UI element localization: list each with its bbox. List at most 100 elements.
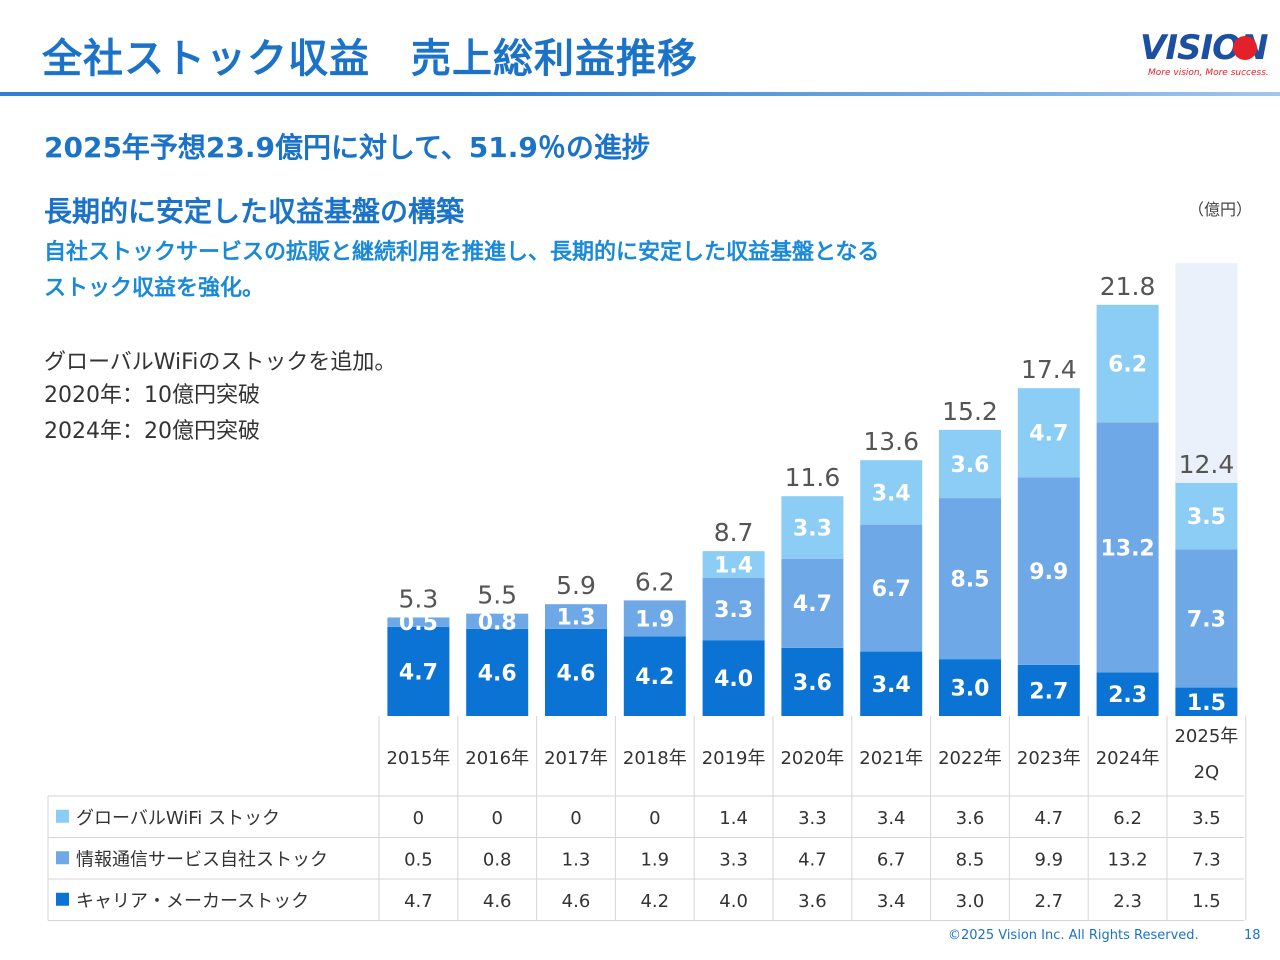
- table-header-cell: 2018年: [623, 748, 687, 769]
- data-label: 3.5: [1187, 505, 1226, 530]
- data-label: 13.2: [1100, 536, 1154, 561]
- table-header-cell: 2023年: [1017, 748, 1081, 769]
- subheading: 長期的に安定した収益基盤の構築: [44, 195, 465, 228]
- bar-segment: [623, 600, 686, 637]
- data-label: 3.6: [951, 453, 990, 478]
- table-cell: 0: [413, 808, 424, 829]
- table-cell: 1.4: [719, 808, 748, 829]
- table-cell: 0.5: [404, 849, 433, 870]
- table-cell: 4.7: [404, 891, 433, 912]
- table-cell: 6.2: [1113, 808, 1142, 829]
- copyright: ©2025 Vision Inc. All Rights Reserved.: [948, 928, 1199, 943]
- data-label: 6.2: [1108, 353, 1147, 378]
- data-label: 1.9: [635, 607, 674, 632]
- table-cell: 0: [491, 808, 502, 829]
- bar-segment: [939, 429, 1001, 499]
- data-label: 9.9: [1029, 560, 1068, 585]
- table-cell: 3.5: [1192, 808, 1221, 829]
- data-label: 4.7: [399, 660, 438, 685]
- bar-segment: [387, 626, 450, 716]
- table-header-cell: 2022年: [938, 748, 1002, 769]
- table-cell: 9.9: [1034, 849, 1063, 870]
- headline: 2025年予想23.9億円に対して、51.9％の進捗: [44, 131, 650, 164]
- bar-segment: [781, 647, 844, 716]
- table-header-cell: 2019年: [702, 748, 766, 769]
- data-label: 1.5: [1187, 691, 1226, 716]
- total-label: 12.4: [1179, 450, 1235, 479]
- data-label: 3.3: [793, 516, 832, 541]
- table-cell: 13.2: [1108, 849, 1148, 870]
- table-header-cell: 2016年: [465, 748, 529, 769]
- table-cell: 2.7: [1034, 891, 1063, 912]
- total-label: 8.7: [714, 518, 754, 547]
- vision-logo: VISION More vision, More success.: [1140, 28, 1270, 78]
- total-label: 15.2: [942, 397, 998, 426]
- data-label: 4.6: [557, 661, 596, 686]
- table-cell: 6.7: [877, 849, 906, 870]
- bar-segment: [1096, 422, 1159, 673]
- bar-segment: [1017, 388, 1080, 478]
- data-label: 8.5: [951, 568, 990, 593]
- table-cell: 1.9: [640, 849, 669, 870]
- bar-segment: [466, 613, 529, 629]
- bar-segment: [545, 604, 607, 629]
- total-label: 5.9: [556, 571, 596, 600]
- table-cell: 0: [570, 808, 581, 829]
- table-cell: 3.4: [877, 891, 906, 912]
- data-label: 1.4: [714, 553, 753, 578]
- bar-segment: [1017, 664, 1080, 716]
- data-label: 4.7: [1029, 422, 1068, 447]
- table-cell: 3.4: [877, 808, 906, 829]
- page-title: 全社ストック収益 売上総利益推移: [42, 36, 698, 82]
- total-label: 17.4: [1021, 355, 1077, 384]
- legend-swatch: [56, 851, 69, 865]
- table-cell: 8.5: [956, 849, 985, 870]
- data-label: 4.2: [635, 665, 674, 690]
- bar-segment: [387, 617, 450, 627]
- total-label: 21.8: [1100, 272, 1156, 301]
- data-label: 3.3: [714, 598, 753, 623]
- data-label: 0.5: [399, 611, 438, 636]
- bar-segment: [860, 524, 923, 652]
- legend-swatch: [56, 809, 69, 823]
- data-label: 3.4: [872, 481, 911, 506]
- bar-segment: [702, 551, 765, 578]
- bar-segment: [1175, 687, 1238, 716]
- table-header-cell: 2025年: [1174, 726, 1238, 747]
- note-line-1: グローバルWiFiのストックを追加。: [44, 350, 397, 375]
- total-label: 5.3: [399, 584, 439, 613]
- bar-segment: [939, 498, 1001, 660]
- data-label: 2.3: [1108, 683, 1147, 708]
- table-cell: 0: [649, 808, 660, 829]
- legend-swatch: [56, 892, 69, 906]
- table-header-cell: 2017年: [544, 748, 608, 769]
- bar-segment: [781, 558, 844, 648]
- table-cell: 4.2: [640, 891, 669, 912]
- data-label: 1.3: [557, 606, 596, 631]
- page-number: 18: [1244, 928, 1261, 943]
- title-divider: [0, 92, 1280, 96]
- description-line-1: 自社ストックサービスの拡販と継続利用を推進し、長期的に安定した収益基盤となる: [44, 240, 880, 265]
- table-header-cell: 2Q: [1194, 762, 1220, 783]
- table-row-label: 情報通信サービス自社ストック: [76, 849, 328, 870]
- data-label: 4.7: [793, 592, 832, 617]
- description-line-2: ストック収益を強化。: [44, 276, 265, 301]
- table-cell: 3.0: [956, 891, 985, 912]
- bar-segment: [702, 640, 765, 716]
- table-header-cell: 2024年: [1096, 748, 1160, 769]
- bar-segment: [1096, 672, 1159, 716]
- bar-segment: [860, 460, 923, 525]
- logo-dot-icon: [1233, 36, 1257, 60]
- data-label: 0.8: [478, 610, 517, 635]
- bar-segment: [1017, 477, 1080, 665]
- table-cell: 4.6: [562, 891, 591, 912]
- bar-segment: [1175, 482, 1238, 550]
- table-cell: 3.6: [956, 808, 985, 829]
- table-cell: 3.3: [719, 849, 748, 870]
- logo-tagline: More vision, More success.: [1148, 68, 1269, 78]
- bar-segment: [466, 628, 529, 716]
- table-cell: 7.3: [1192, 849, 1221, 870]
- table-cell: 1.5: [1192, 891, 1221, 912]
- unit-label: （億円）: [1188, 200, 1253, 219]
- bar-segment: [702, 577, 765, 641]
